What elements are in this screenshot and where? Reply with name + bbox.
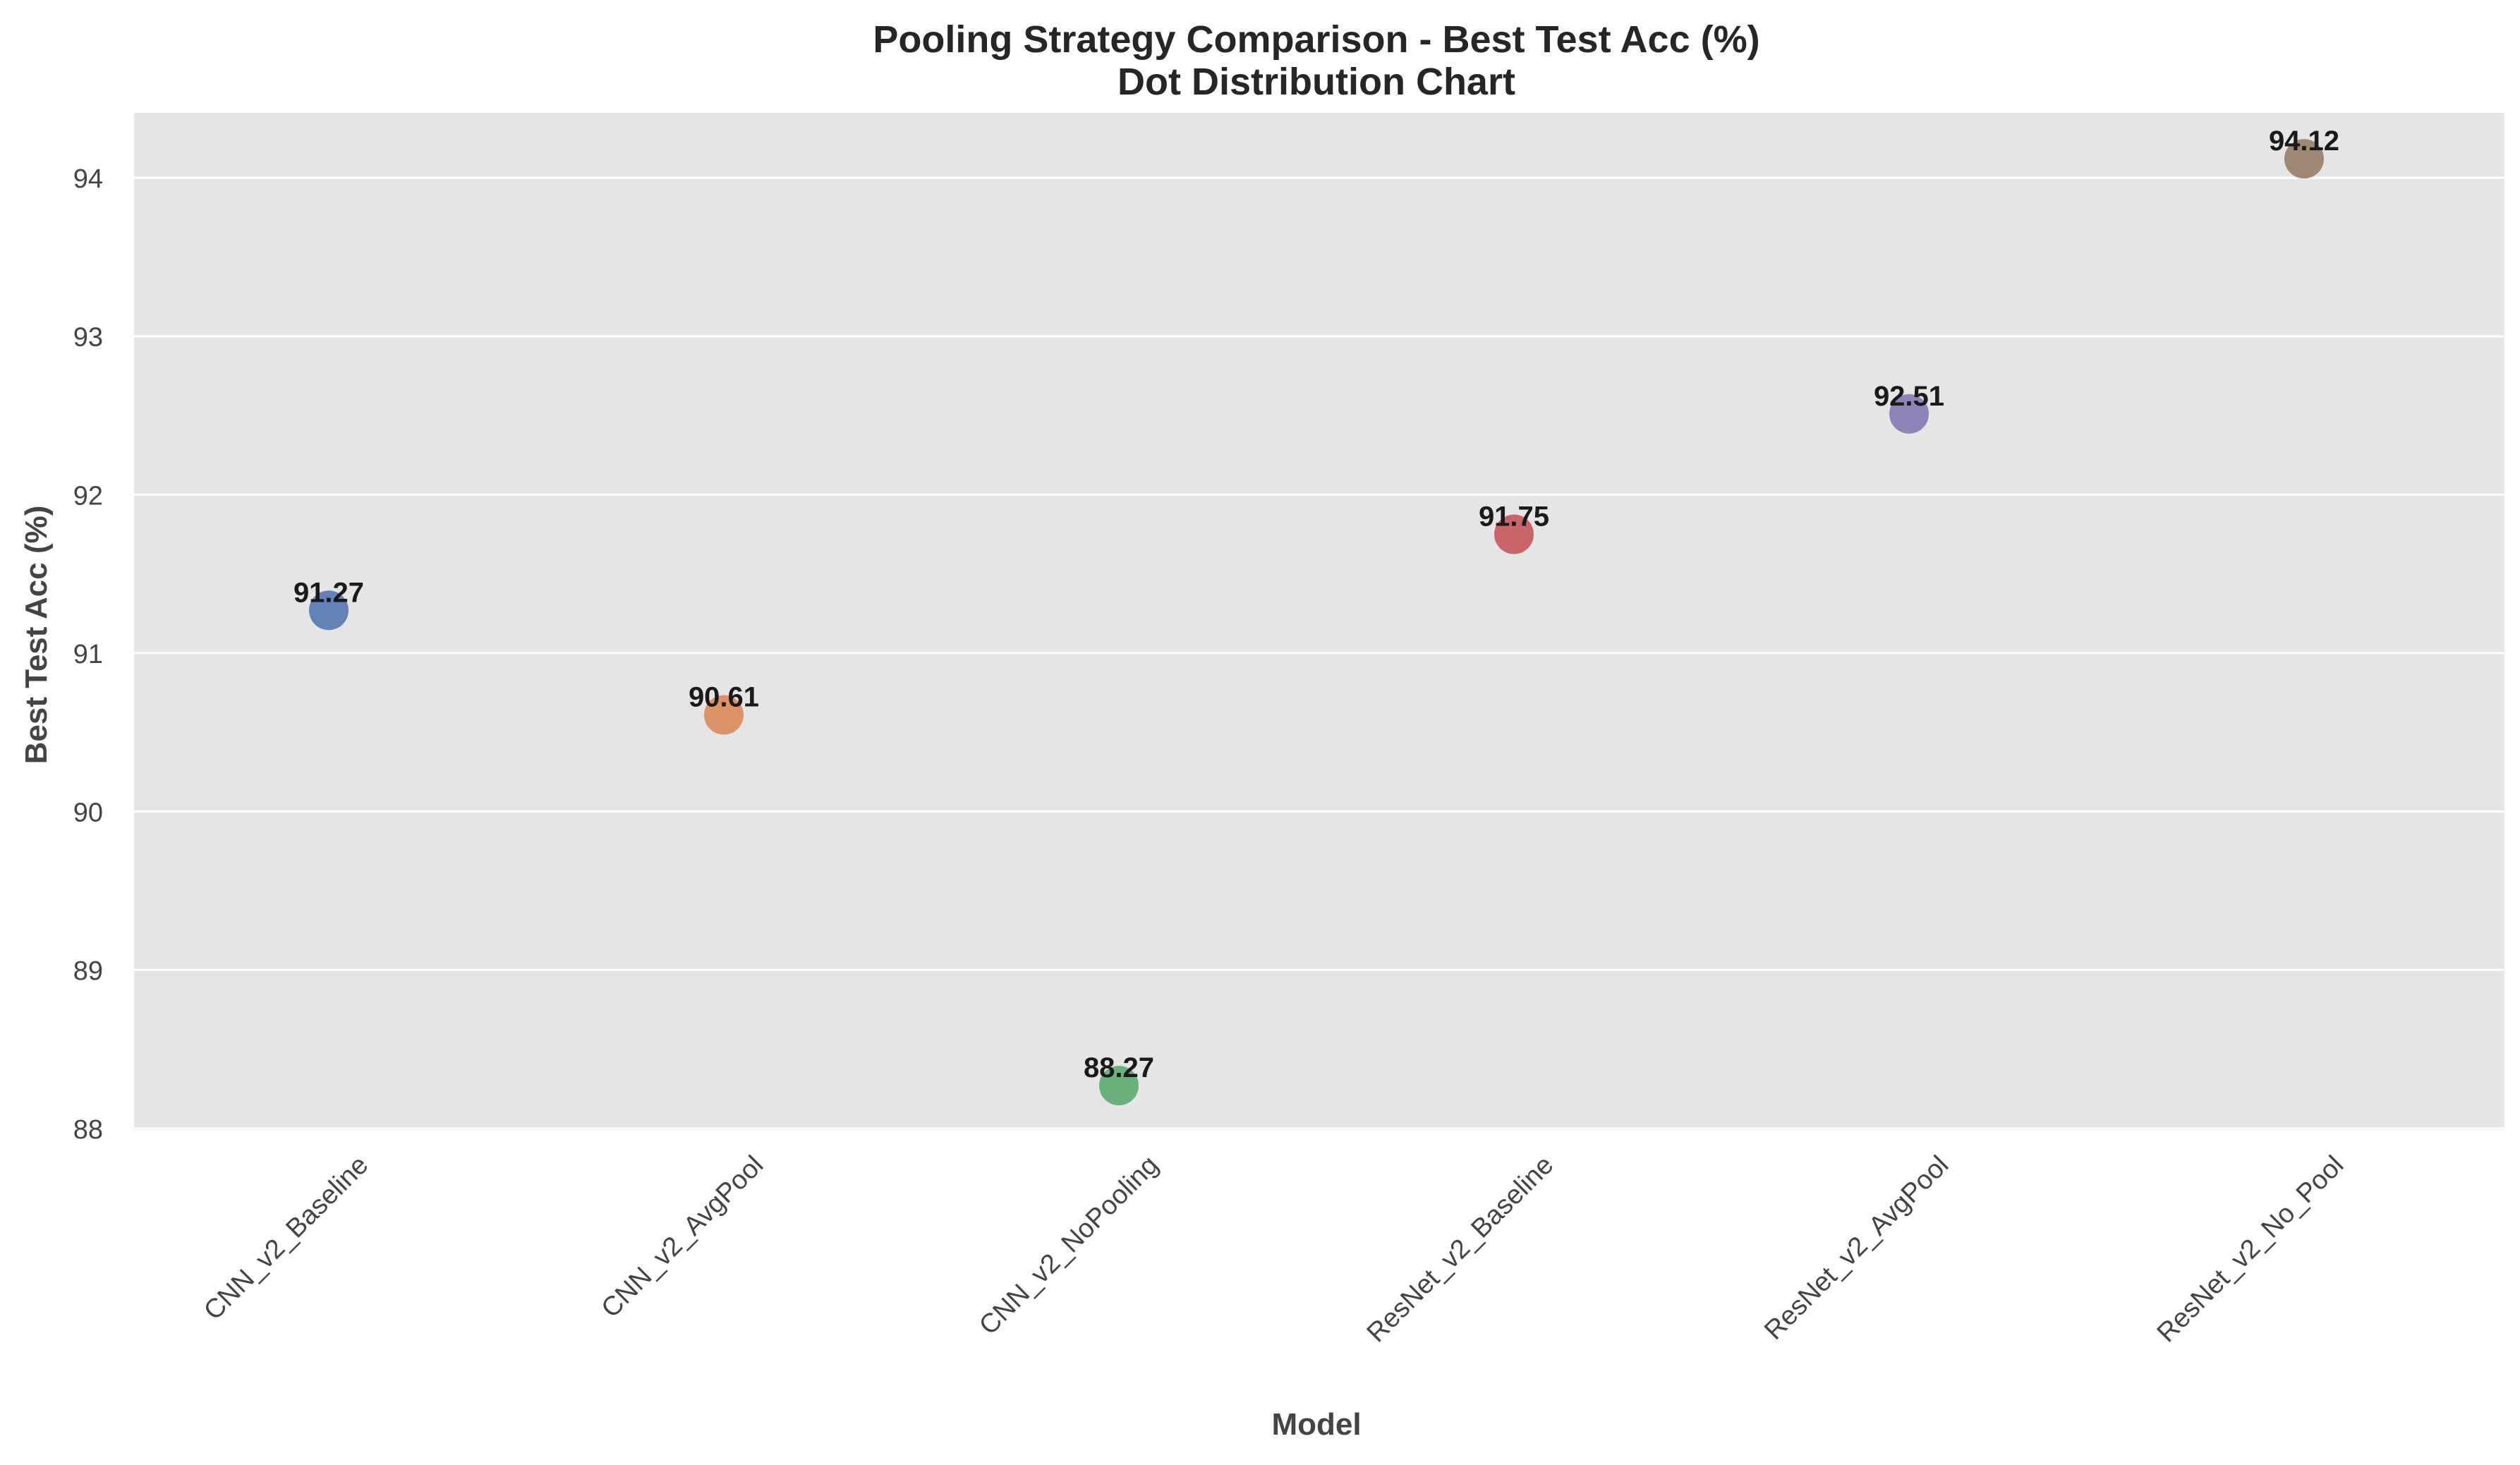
- x-tick-label: CNN_v2_NoPooling: [974, 1150, 1164, 1341]
- y-tick-labels: 88 89 90 91 92 93 94: [73, 164, 103, 1145]
- data-label: 88.27: [1084, 1052, 1154, 1083]
- data-point: [1099, 1066, 1139, 1106]
- x-tick-labels: CNN_v2_Baseline CNN_v2_AvgPool CNN_v2_NoPo…: [198, 1150, 2349, 1349]
- data-label: 90.61: [689, 682, 759, 713]
- data-point: [2284, 139, 2324, 179]
- data-point: [1494, 514, 1534, 554]
- y-tick-label: 89: [73, 956, 103, 986]
- x-tick-label: ResNet_v2_AvgPool: [1759, 1150, 1954, 1346]
- data-points: [309, 139, 2324, 1106]
- y-tick-label: 93: [73, 323, 103, 353]
- data-label: 92.51: [1874, 381, 1944, 412]
- plot-background: [134, 113, 2504, 1130]
- data-label: 94.12: [2269, 126, 2339, 157]
- data-label: 91.27: [293, 577, 364, 608]
- data-point: [309, 590, 349, 631]
- data-labels: 91.27 90.61 88.27 91.75 92.51 94.12: [293, 126, 2339, 1083]
- y-tick-label: 92: [73, 481, 103, 511]
- y-tick-label: 90: [73, 798, 103, 828]
- y-tick-label: 91: [73, 640, 103, 669]
- x-tick-label: CNN_v2_Baseline: [198, 1150, 374, 1326]
- chart-subtitle: Dot Distribution Chart: [1117, 61, 1515, 103]
- data-label: 91.75: [1479, 501, 1549, 532]
- grid-lines: [134, 176, 2504, 1130]
- y-tick-label: 88: [73, 1115, 103, 1145]
- x-tick-label: ResNet_v2_No_Pool: [2152, 1150, 2350, 1349]
- x-tick-label: CNN_v2_AvgPool: [596, 1150, 770, 1324]
- y-tick-label: 94: [73, 164, 103, 194]
- x-axis-label: Model: [1271, 1407, 1361, 1442]
- data-point: [704, 695, 744, 735]
- data-point: [1889, 394, 1929, 434]
- y-axis-label: Best Test Acc (%): [19, 506, 54, 765]
- x-tick-label: ResNet_v2_Baseline: [1362, 1150, 1560, 1349]
- chart-title: Pooling Strategy Comparison - Best Test …: [873, 18, 1759, 61]
